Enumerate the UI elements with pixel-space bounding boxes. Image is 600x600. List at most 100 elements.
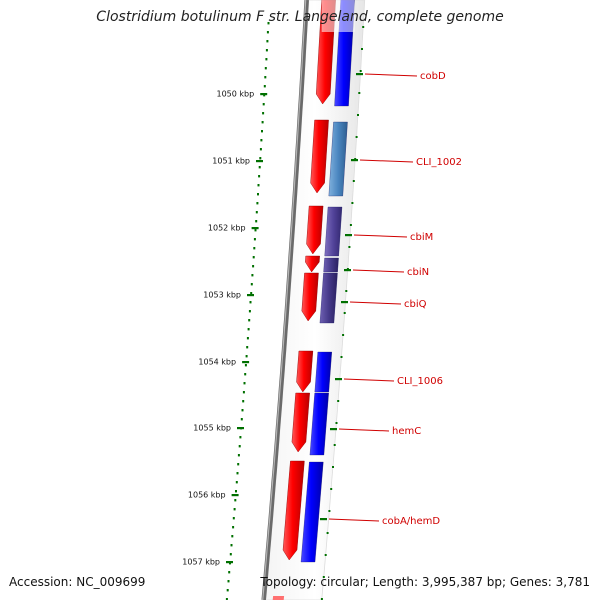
gene-tick xyxy=(335,378,342,381)
scale-dot xyxy=(246,346,249,349)
gene-label: cobA/hemD xyxy=(382,516,440,527)
scale-dot xyxy=(230,544,233,547)
track-edge-dot xyxy=(352,180,355,182)
track-edge-dot xyxy=(362,26,365,28)
map-title: Clostridium botulinum F str. Langeland, … xyxy=(96,9,504,25)
gene-tick xyxy=(344,269,351,272)
scale-dot xyxy=(265,49,268,52)
scale-dot xyxy=(259,148,262,151)
scale-dot xyxy=(229,553,232,556)
scale-tick xyxy=(226,561,233,564)
scale-dot xyxy=(252,256,255,259)
scale-dot xyxy=(244,364,247,367)
scale-dot xyxy=(252,265,255,268)
fade-overlay xyxy=(321,0,355,32)
scale-dot xyxy=(248,319,251,322)
scale-tick-label: 1053 kbp xyxy=(203,291,241,300)
gene-features xyxy=(272,0,355,600)
scale-dot xyxy=(267,22,270,25)
track-edge-dot xyxy=(328,510,331,512)
track-edge-dot xyxy=(343,312,346,314)
scale-dot xyxy=(239,436,242,439)
track-edge-dot xyxy=(330,488,333,490)
scale-tick xyxy=(237,427,244,430)
reverse-gene-bar xyxy=(309,392,329,456)
gene-tick xyxy=(330,428,337,431)
forward-gene-arrow xyxy=(301,272,319,322)
scale-tick-label: 1055 kbp xyxy=(193,424,231,433)
genome-summary-text: Topology: circular; Length: 3,995,387 bp… xyxy=(260,575,590,589)
scale-tick xyxy=(247,294,254,297)
scale-dots xyxy=(225,22,365,600)
scale-dot xyxy=(236,472,239,475)
track-edge-dot xyxy=(359,70,362,72)
scale-tick-label: 1050 kbp xyxy=(216,90,254,99)
gene-leader-line xyxy=(328,518,380,522)
scale-dot xyxy=(255,211,258,214)
scale-dot xyxy=(243,382,246,385)
scale-dot xyxy=(263,85,266,88)
track-edge-dot xyxy=(335,422,338,424)
scale-tick-label: 1052 kbp xyxy=(208,224,246,233)
forward-gene-arrow xyxy=(305,255,320,273)
scale-dot xyxy=(258,166,261,169)
gene-tick xyxy=(320,518,327,521)
gene-label: cobD xyxy=(420,71,446,82)
scale-dot xyxy=(257,193,259,196)
gene-leader-line xyxy=(364,73,418,77)
track-edge-dot xyxy=(345,290,348,292)
scale-dot xyxy=(258,175,261,178)
scale-dot xyxy=(232,517,235,520)
scale-dot xyxy=(257,184,260,187)
accession-text: Accession: NC_009699 xyxy=(9,575,146,589)
scale-dot xyxy=(250,292,253,295)
scale-dot xyxy=(262,112,265,115)
gene-tick xyxy=(345,234,352,237)
gene-label: CLI_1006 xyxy=(397,376,443,387)
reverse-gene-bar xyxy=(323,257,339,273)
forward-gene-arrow xyxy=(291,392,310,453)
reverse-gene-bar xyxy=(324,206,343,257)
scale-dot xyxy=(266,40,269,43)
reverse-gene-bar xyxy=(328,121,348,197)
scale-dot xyxy=(261,130,263,133)
scale-dot xyxy=(227,580,230,583)
scale-dot xyxy=(256,202,259,205)
scale-dot xyxy=(231,535,234,538)
scale-dot xyxy=(233,508,236,511)
gene-tick xyxy=(351,159,358,162)
scale-dot xyxy=(254,229,257,232)
scale-dot xyxy=(253,247,256,250)
scale-dot xyxy=(240,418,243,421)
track-edge-dot xyxy=(361,48,363,50)
scale-dot xyxy=(251,274,254,277)
scale-dot xyxy=(248,310,251,313)
scale-dot xyxy=(241,409,244,412)
scale-dot xyxy=(235,481,238,484)
gene-label: cbiQ xyxy=(404,299,427,310)
reverse-gene-bar xyxy=(314,351,332,393)
scale-dot xyxy=(266,31,269,34)
scale-tick-label: 1051 kbp xyxy=(212,157,250,166)
scale-dot xyxy=(237,454,240,457)
scale-dot xyxy=(264,67,267,70)
gene-label: CLI_1002 xyxy=(416,157,462,168)
gene-labels: cobD CLI_1002 cbiM cbiN cbiQ CLI_1006 hemC cobA… xyxy=(320,71,462,527)
scale-dot xyxy=(262,103,265,106)
track-edge-dot xyxy=(324,554,327,556)
gene-leader-line xyxy=(343,378,395,382)
track-edge-dot xyxy=(332,466,334,468)
scale-dot xyxy=(225,598,228,600)
gene-leader-line xyxy=(349,301,402,305)
gene-leader-line xyxy=(359,159,414,163)
scale-dot xyxy=(260,139,263,142)
scale-tick-label: 1054 kbp xyxy=(198,358,236,367)
scale-dot xyxy=(249,301,252,304)
scale-dot xyxy=(253,238,256,241)
track-edge-dot xyxy=(326,532,329,534)
gene-leader-line xyxy=(352,269,405,273)
scale-dot xyxy=(237,463,240,466)
gene-leader-line xyxy=(353,234,408,238)
